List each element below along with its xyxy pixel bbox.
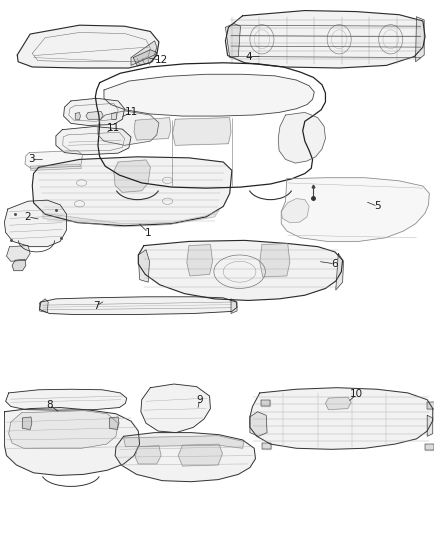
Polygon shape	[7, 246, 30, 261]
Polygon shape	[133, 50, 157, 66]
Polygon shape	[112, 112, 117, 120]
Polygon shape	[4, 408, 140, 475]
Text: 3: 3	[28, 155, 34, 164]
Polygon shape	[98, 111, 159, 146]
Text: 7: 7	[93, 301, 100, 311]
Polygon shape	[141, 384, 210, 433]
Polygon shape	[30, 164, 81, 171]
Polygon shape	[231, 299, 237, 313]
Polygon shape	[278, 112, 325, 163]
Polygon shape	[75, 112, 80, 120]
Polygon shape	[115, 433, 255, 482]
Polygon shape	[39, 299, 48, 312]
Polygon shape	[22, 417, 32, 430]
Polygon shape	[12, 259, 26, 271]
Text: 6: 6	[332, 259, 338, 269]
Polygon shape	[39, 297, 237, 314]
Polygon shape	[138, 250, 149, 282]
Polygon shape	[416, 17, 424, 62]
Text: 9: 9	[196, 395, 203, 405]
Polygon shape	[250, 411, 267, 436]
Polygon shape	[281, 199, 309, 223]
Polygon shape	[250, 387, 433, 449]
Polygon shape	[138, 240, 343, 301]
Polygon shape	[173, 118, 231, 146]
Text: 5: 5	[374, 201, 381, 212]
Polygon shape	[131, 41, 157, 66]
Polygon shape	[25, 150, 82, 168]
Text: 1: 1	[145, 228, 152, 238]
Polygon shape	[32, 157, 232, 226]
Text: 12: 12	[155, 55, 168, 65]
Polygon shape	[425, 444, 434, 450]
Polygon shape	[260, 244, 290, 277]
Polygon shape	[325, 397, 351, 410]
Text: 2: 2	[25, 212, 31, 222]
Polygon shape	[17, 25, 159, 68]
Polygon shape	[336, 254, 343, 290]
Polygon shape	[427, 415, 433, 436]
Polygon shape	[56, 126, 131, 155]
Polygon shape	[104, 74, 314, 116]
Polygon shape	[6, 389, 127, 410]
Polygon shape	[110, 417, 119, 430]
Polygon shape	[134, 118, 171, 140]
Polygon shape	[427, 402, 436, 409]
Polygon shape	[281, 177, 429, 241]
Polygon shape	[262, 443, 271, 449]
Polygon shape	[4, 200, 67, 247]
Polygon shape	[135, 446, 161, 464]
Polygon shape	[64, 98, 124, 125]
Polygon shape	[187, 245, 212, 276]
Text: 8: 8	[46, 400, 53, 410]
Text: 4: 4	[246, 52, 252, 61]
Polygon shape	[178, 444, 223, 466]
Polygon shape	[9, 410, 118, 448]
Text: 11: 11	[107, 123, 120, 133]
Polygon shape	[43, 210, 219, 227]
Polygon shape	[261, 400, 270, 406]
Polygon shape	[124, 436, 244, 448]
Polygon shape	[114, 160, 150, 192]
Text: 10: 10	[350, 390, 363, 399]
Polygon shape	[86, 111, 103, 119]
Text: 11: 11	[124, 108, 138, 117]
Polygon shape	[226, 23, 240, 58]
Polygon shape	[226, 11, 425, 68]
